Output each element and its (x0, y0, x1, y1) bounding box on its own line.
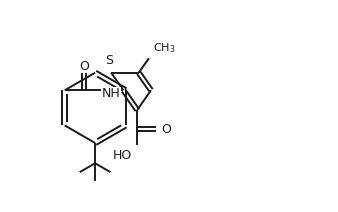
Text: NH: NH (102, 88, 121, 100)
Text: HO: HO (113, 149, 132, 162)
Text: O: O (161, 123, 171, 136)
Text: CH$_3$: CH$_3$ (152, 41, 175, 54)
Text: S: S (105, 54, 113, 67)
Text: O: O (79, 60, 89, 73)
